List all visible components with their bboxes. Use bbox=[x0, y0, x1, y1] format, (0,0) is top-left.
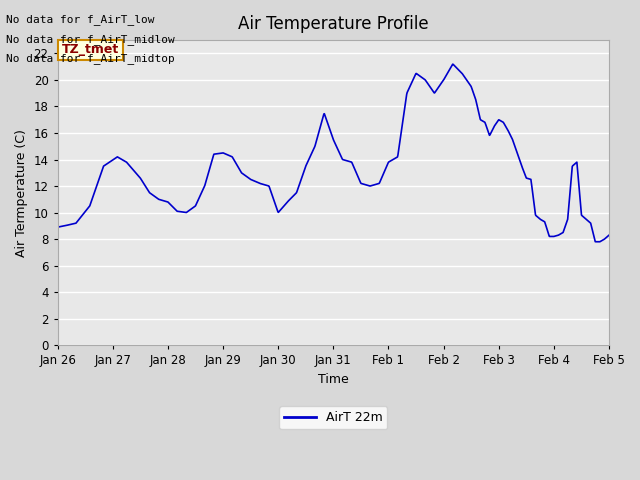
X-axis label: Time: Time bbox=[318, 373, 349, 386]
Y-axis label: Air Termperature (C): Air Termperature (C) bbox=[15, 129, 28, 257]
Text: No data for f_AirT_low: No data for f_AirT_low bbox=[6, 14, 155, 25]
Text: TZ_tmet: TZ_tmet bbox=[62, 43, 120, 56]
Text: No data for f_AirT_midtop: No data for f_AirT_midtop bbox=[6, 53, 175, 64]
Legend: AirT 22m: AirT 22m bbox=[279, 407, 387, 430]
Text: No data for f_AirT_midlow: No data for f_AirT_midlow bbox=[6, 34, 175, 45]
Title: Air Temperature Profile: Air Temperature Profile bbox=[238, 15, 429, 33]
